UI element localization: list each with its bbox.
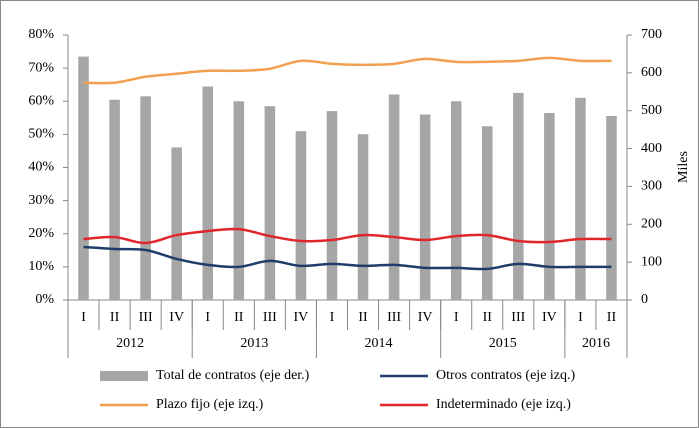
y2-tick-label: 300 <box>641 179 662 194</box>
x-tick-label: I <box>578 310 583 325</box>
bar <box>140 96 151 300</box>
x-tick-label: II <box>110 310 120 325</box>
bar <box>171 147 182 300</box>
legend-label: Plazo fijo (eje izq.) <box>156 397 264 412</box>
y-tick-label: 60% <box>28 93 54 108</box>
bar <box>575 97 586 300</box>
bar <box>450 101 462 300</box>
line <box>83 245 612 271</box>
x-tick-label: II <box>358 310 368 325</box>
bar <box>295 131 307 300</box>
bar <box>357 134 369 300</box>
x-group-label: 2012 <box>116 336 144 351</box>
y-tick-label: 0% <box>35 292 54 307</box>
x-tick-label: IV <box>169 310 184 325</box>
y2-tick-label: 600 <box>641 65 662 80</box>
y2-tick-label: 500 <box>641 103 662 118</box>
x-tick-label: IV <box>294 310 309 325</box>
legend-swatch <box>100 371 148 381</box>
bar <box>606 116 617 300</box>
x-group-label: 2016 <box>582 336 610 351</box>
x-group-label: 2015 <box>489 336 517 351</box>
x-group-label: 2013 <box>240 336 268 351</box>
legend-label: Otros contratos (eje izq.) <box>436 368 576 383</box>
bar <box>544 112 555 300</box>
x-tick-label: III <box>263 310 277 325</box>
bar <box>513 92 524 301</box>
y-tick-label: 40% <box>28 160 54 175</box>
line <box>83 227 612 245</box>
y2-tick-label: 0 <box>641 292 648 307</box>
x-tick-label: III <box>139 310 153 325</box>
x-tick-label: I <box>330 310 335 325</box>
x-tick-label: II <box>483 310 493 325</box>
x-tick-label: II <box>234 310 244 325</box>
x-tick-label: III <box>387 310 401 325</box>
bar <box>388 94 400 300</box>
y2-axis-label: Miles <box>676 151 691 183</box>
y-tick-label: 70% <box>28 60 54 75</box>
x-tick-label: II <box>607 310 617 325</box>
x-tick-label: I <box>81 310 86 325</box>
bar <box>78 56 89 301</box>
bar <box>202 86 214 300</box>
y2-tick-label: 100 <box>641 254 662 269</box>
line <box>83 56 612 85</box>
bar <box>326 111 338 300</box>
x-group-label: 2014 <box>365 336 393 351</box>
x-tick-label: I <box>454 310 459 325</box>
y-tick-label: 10% <box>28 259 54 274</box>
x-tick-label: IV <box>542 310 557 325</box>
bar <box>233 101 245 300</box>
legend-label: Total de contratos (eje der.) <box>156 368 310 383</box>
y-tick-label: 30% <box>28 193 54 208</box>
bar <box>109 99 120 300</box>
y-tick-label: 80% <box>28 27 54 42</box>
x-tick-label: I <box>205 310 210 325</box>
y2-tick-label: 200 <box>641 217 662 232</box>
x-tick-label: III <box>511 310 525 325</box>
y-tick-label: 20% <box>28 226 54 241</box>
y2-tick-label: 400 <box>641 141 662 156</box>
y2-tick-label: 700 <box>641 27 662 42</box>
bar <box>481 126 493 300</box>
x-tick-label: IV <box>418 310 433 325</box>
y-tick-label: 50% <box>28 127 54 142</box>
bar <box>419 114 431 300</box>
legend-label: Indeterminado (eje izq.) <box>436 397 571 412</box>
bar <box>264 106 276 301</box>
